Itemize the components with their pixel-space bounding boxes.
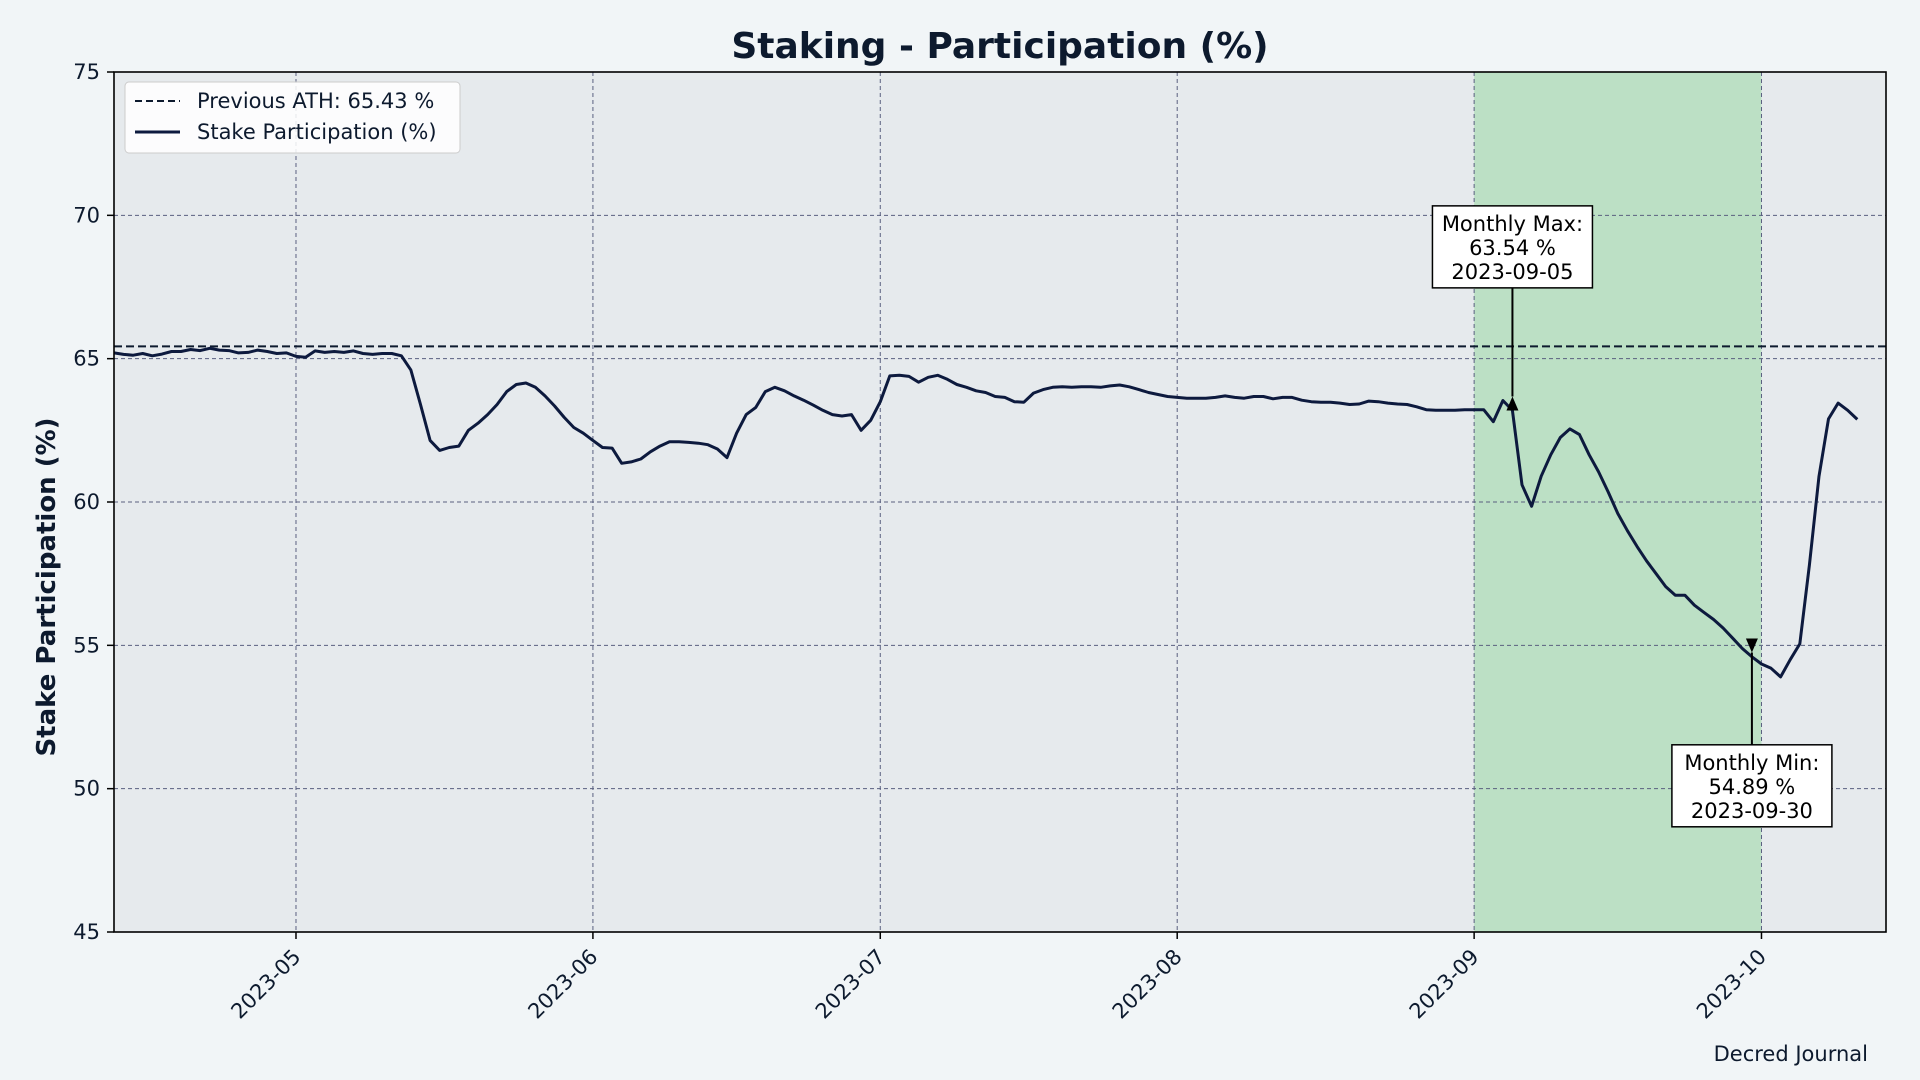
annotation-monthly-max: Monthly Max:63.54 %2023-09-05	[1431, 205, 1594, 411]
legend-box	[124, 81, 461, 154]
chart-title: Staking - Participation (%)	[731, 26, 1268, 67]
stake-participation-line	[113, 346, 1859, 679]
y-axis-label: Stake Participation (%)	[32, 417, 62, 756]
credit-text: Decred Journal	[1714, 1042, 1868, 1066]
annotation-arrow-head	[1745, 638, 1758, 653]
x-axis-ticks: 2023-05 2023-06 2023-07 2023-08 2023-09 2023-…	[227, 932, 1771, 1024]
y-tick-label: 60	[73, 490, 100, 514]
legend-label-series: Stake Participation (%)	[197, 120, 437, 144]
annotation-monthly-min: Monthly Min:54.89 %2023-09-30	[1671, 638, 1833, 828]
annotations: Monthly Max:63.54 %2023-09-05 Monthly Min…	[1431, 205, 1833, 828]
y-tick-label: 45	[73, 920, 100, 944]
y-tick-label: 65	[73, 347, 100, 371]
annotation-box	[1671, 744, 1833, 828]
y-tick-label: 75	[73, 60, 100, 84]
y-tick-label: 70	[73, 203, 100, 227]
x-tick-label: 2023-10	[1692, 945, 1771, 1024]
annotation-text: 2023-09-05	[1451, 260, 1573, 284]
annotation-text: 2023-09-30	[1691, 799, 1813, 823]
annotation-text: Monthly Max:	[1442, 212, 1583, 236]
y-tick-label: 55	[73, 633, 100, 657]
annotation-text: 54.89 %	[1709, 775, 1796, 799]
x-tick-label: 2023-07	[811, 945, 890, 1024]
x-tick-label: 2023-05	[227, 945, 306, 1024]
x-tick-label: 2023-09	[1405, 945, 1484, 1024]
annotation-box	[1431, 205, 1594, 289]
annotation-text: Monthly Min:	[1684, 751, 1819, 775]
legend-label-ath: Previous ATH: 65.43 %	[197, 89, 434, 113]
y-axis-ticks: 45 50 55 60 65 70 75	[73, 60, 114, 944]
annotation-arrow-head	[1506, 396, 1519, 411]
y-tick-label: 50	[73, 777, 100, 801]
legend: Previous ATH: 65.43 % Stake Participatio…	[124, 81, 461, 154]
x-tick-label: 2023-06	[523, 945, 602, 1024]
annotation-text: 63.54 %	[1469, 236, 1556, 260]
x-tick-label: 2023-08	[1108, 945, 1187, 1024]
